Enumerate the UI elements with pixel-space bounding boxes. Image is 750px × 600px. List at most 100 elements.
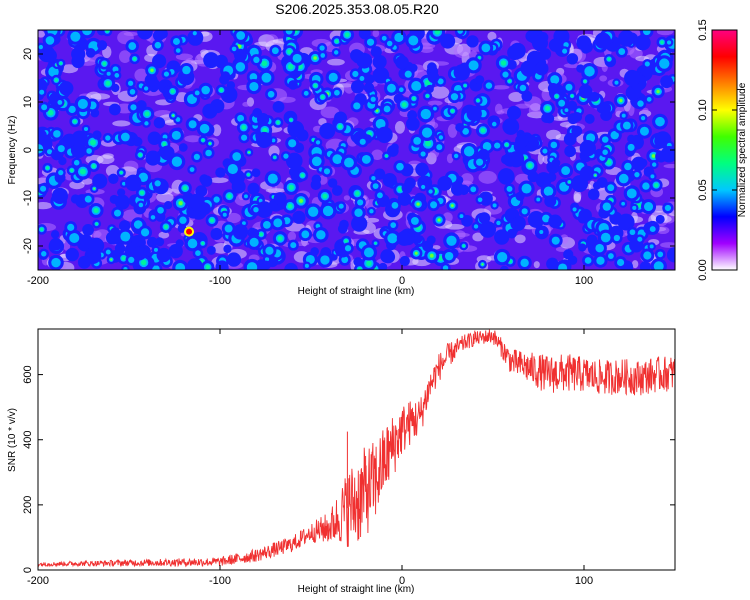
spectrogram-blob — [370, 96, 376, 102]
spectrogram-blob — [46, 149, 53, 155]
spectrogram-blob — [558, 263, 568, 270]
spectrogram-blob — [38, 144, 44, 154]
spectrogram-blob — [420, 151, 426, 157]
spectrogram-blob — [656, 90, 660, 94]
spectrogram-blob — [420, 108, 432, 120]
spectrogram-blob — [303, 90, 309, 96]
spectrogram-blob — [618, 30, 635, 47]
spectrogram-blob — [220, 71, 231, 81]
spectrogram-blob — [62, 134, 76, 148]
spectrogram-blob — [618, 48, 626, 55]
spectrogram-blob — [144, 73, 158, 87]
spectrogram-blob — [542, 214, 550, 223]
spectrogram-blob — [57, 100, 63, 105]
spectrogram-blob — [287, 49, 292, 55]
spectrogram-blob — [646, 97, 652, 102]
spectrogram-haze — [487, 31, 497, 41]
spectrogram-blob — [571, 125, 583, 137]
spectrogram-blob — [288, 80, 298, 90]
spectrogram-blob — [655, 116, 665, 127]
spectrogram-blob — [209, 218, 215, 223]
spectrogram-haze — [105, 165, 120, 177]
spectrogram-blob — [310, 247, 319, 256]
spectrogram-blob — [232, 152, 242, 161]
spectrogram-blob — [132, 57, 137, 61]
snr-plot-area — [38, 329, 675, 568]
spectrogram-haze — [642, 107, 649, 114]
spectrogram-blob — [596, 177, 608, 188]
snr-y-ticks: 0 200 400 600 — [22, 365, 675, 573]
spectrogram-blob — [473, 224, 479, 229]
spectrogram-blob — [507, 45, 523, 61]
spectrogram-blob — [584, 114, 595, 124]
spectrogram-blob — [319, 122, 336, 139]
spectrogram-blob — [477, 197, 483, 203]
spectrogram-blob — [93, 187, 96, 190]
spectrogram-blob — [171, 156, 183, 167]
spectrogram-blob — [583, 79, 587, 83]
spectrogram-blob — [323, 168, 331, 175]
spectrogram-blob — [506, 185, 513, 192]
spectrogram-blob — [426, 94, 429, 98]
spectrogram-blob — [83, 126, 89, 132]
spectrogram-blob — [353, 257, 363, 267]
spectrogram-blob — [79, 168, 86, 175]
spectrogram-blob — [308, 206, 319, 217]
spectrogram-blob — [114, 243, 126, 254]
spectrogram-blob — [453, 64, 471, 81]
spectrogram-blob — [502, 118, 520, 135]
spectrogram-blob — [437, 78, 444, 85]
spectrogram-blob — [515, 134, 529, 148]
spectrogram-blob — [128, 42, 137, 50]
spectrogram-blob — [322, 205, 334, 217]
spectrogram-blob — [71, 47, 86, 62]
spectrogram-blob — [182, 185, 188, 191]
spectrogram-blob — [213, 196, 220, 203]
spectrogram-blob — [614, 80, 619, 85]
spectrogram-blob — [596, 256, 605, 265]
spectrogram-blob — [564, 108, 569, 113]
snr-x-tick-label: 100 — [575, 575, 593, 587]
spectrogram-blob — [571, 175, 589, 193]
spectrogram-blob — [470, 186, 477, 193]
spectrogram-blob — [594, 174, 597, 177]
spectrogram-blob — [659, 58, 670, 69]
spectrogram-blob — [600, 232, 611, 243]
spectrogram-y-label: Frequency (Hz) — [7, 116, 18, 185]
spectrogram-blob — [108, 103, 121, 116]
spectrogram-blob — [626, 188, 637, 199]
spectrogram-blob — [73, 159, 80, 166]
spectrogram-blob — [113, 209, 122, 217]
spectrogram-blob — [150, 215, 156, 220]
spectrogram-blob — [548, 38, 563, 52]
spectrogram-blob — [357, 267, 362, 270]
spectrogram-blob — [355, 191, 360, 196]
spectrogram-haze — [551, 116, 570, 121]
spectrogram-blob — [396, 230, 412, 246]
spectrogram-blob — [617, 213, 635, 231]
spectrogram-blob — [271, 47, 279, 55]
spectrogram-blob — [201, 241, 205, 245]
spectrogram-blob — [405, 117, 420, 131]
spectrogram-blob — [664, 204, 672, 212]
spectrogram-blob — [466, 105, 482, 122]
spectrogram-blob — [555, 94, 559, 98]
spectrogram-blob — [256, 201, 273, 218]
spectrogram-blob — [242, 221, 246, 226]
snr-series-line — [38, 329, 675, 568]
spectrogram-blob — [328, 72, 338, 82]
spectrogram-blob — [73, 119, 77, 124]
spectrogram-blob — [65, 247, 79, 262]
spectrogram-blob — [41, 251, 47, 257]
spectrogram-blob — [386, 40, 393, 47]
spectrogram-blob — [128, 256, 135, 264]
spectrogram-blob — [227, 163, 238, 175]
spectrogram-haze — [453, 45, 471, 58]
spectrogram-blob — [568, 180, 571, 184]
spectrogram-blob — [421, 184, 426, 190]
spectrogram-blob — [520, 60, 538, 77]
spectrogram-blob — [578, 243, 587, 252]
spectrogram-blob — [322, 193, 328, 199]
spectrogram-blob — [186, 258, 203, 270]
spectrogram-blob — [476, 99, 480, 102]
